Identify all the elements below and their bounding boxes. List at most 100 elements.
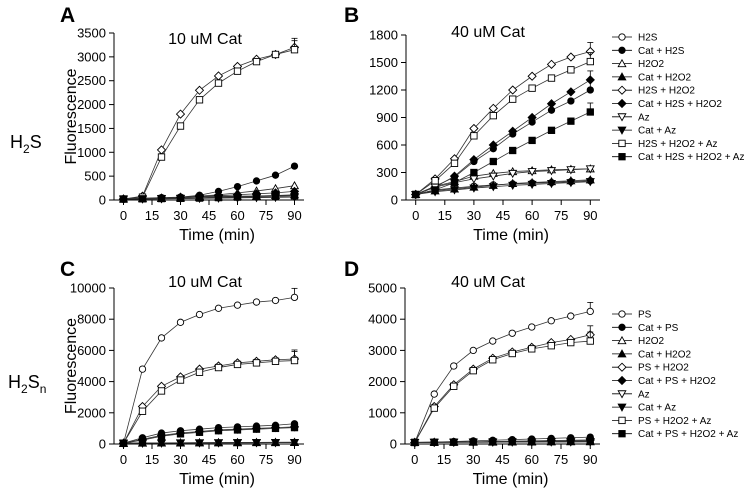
legend-label: Cat + H2O2	[638, 72, 692, 83]
data-point	[233, 360, 242, 369]
x-tick-label: 15	[437, 452, 451, 467]
series-ps-h2o2	[410, 325, 595, 448]
data-point	[431, 177, 439, 185]
data-point	[138, 436, 147, 444]
series-line	[415, 79, 591, 195]
data-point	[586, 437, 594, 445]
y-tick-label: 1800	[369, 28, 398, 43]
data-point	[431, 186, 439, 194]
series-h2s-h2o2	[118, 37, 300, 204]
y-tick-label: 1500	[369, 55, 398, 70]
series-line	[123, 49, 295, 200]
data-point	[508, 181, 518, 191]
data-point	[527, 71, 537, 81]
panel-letter: C	[60, 258, 75, 281]
legend-marker	[617, 113, 627, 122]
legend-marker	[617, 98, 627, 109]
data-point	[469, 438, 477, 446]
legend-marker	[618, 153, 626, 161]
data-point	[233, 301, 242, 309]
series-line	[123, 46, 295, 200]
data-point	[469, 346, 477, 355]
legend-label: Cat + H2S	[638, 46, 685, 57]
legend-marker	[617, 58, 627, 68]
series-line	[123, 426, 295, 444]
data-point	[488, 183, 498, 192]
x-tick-label: 30	[173, 452, 187, 467]
data-point	[527, 112, 537, 123]
data-point	[508, 349, 516, 358]
data-point	[430, 404, 438, 412]
data-point	[290, 423, 299, 432]
series-cat-ps-h2o2-az	[119, 423, 299, 447]
row-label-top-tail: S	[30, 132, 42, 152]
data-point	[156, 439, 167, 448]
legend-label: Az	[638, 112, 650, 123]
x-tick-label: 45	[202, 452, 216, 467]
series-line	[415, 168, 591, 195]
legend-label: Cat + PS	[638, 323, 679, 334]
series-line	[123, 423, 295, 444]
series-ps-h2o2	[118, 349, 300, 448]
y-tick-label: 500	[84, 169, 106, 184]
data-point	[567, 117, 575, 125]
x-tick-label: 60	[230, 452, 244, 467]
data-point	[214, 193, 223, 202]
x-tick-label: 75	[554, 208, 568, 223]
x-tick-label: 0	[120, 208, 127, 223]
series-line	[414, 440, 591, 443]
legend-marker	[617, 375, 627, 386]
data-point	[232, 439, 243, 448]
data-point	[450, 382, 458, 390]
x-tick-label: 30	[173, 208, 187, 223]
y-tick-label: 3000	[368, 343, 397, 358]
x-tick-label: 60	[525, 452, 539, 467]
data-point	[412, 190, 420, 199]
data-point	[547, 317, 555, 325]
data-point	[194, 439, 205, 448]
data-point	[528, 345, 536, 353]
data-point	[508, 329, 516, 337]
y-tick-label: 0	[99, 193, 106, 208]
x-tick-label: 60	[525, 208, 539, 223]
data-point	[508, 85, 518, 95]
data-point	[176, 194, 185, 202]
legend-label: Cat + PS + H2O2 + Az	[638, 429, 738, 440]
series-line	[415, 179, 591, 195]
y-tick-label: 6000	[77, 343, 106, 358]
data-point	[567, 97, 575, 105]
data-point	[157, 194, 166, 203]
data-point	[290, 46, 299, 54]
y-tick-label: 4000	[77, 374, 106, 389]
data-point	[585, 165, 595, 174]
legend-marker	[618, 33, 626, 41]
series-line	[415, 61, 591, 195]
legend-label: Cat + H2S + H2O2 + Az	[638, 152, 744, 163]
data-point	[586, 108, 594, 116]
data-point	[195, 194, 204, 202]
data-point	[157, 432, 166, 440]
x-tick-label: 75	[259, 452, 273, 467]
legend-panel-b: H2S Cat + H2S H2O2 Cat + H2O2 H2S + H2O2 Cat …	[612, 33, 744, 163]
data-point	[489, 112, 497, 120]
legend-marker	[617, 72, 627, 81]
data-point	[213, 439, 224, 448]
legend-label: Cat + PS + H2O2	[638, 376, 716, 387]
data-point	[270, 439, 281, 448]
data-point	[175, 439, 186, 448]
row-label-bottom: H2Sn	[8, 372, 46, 396]
series-line	[123, 360, 295, 444]
data-point	[528, 323, 536, 331]
data-point	[489, 337, 497, 345]
series-ps-h2o2-az	[411, 331, 594, 447]
data-point	[290, 293, 299, 302]
panel-letter: A	[60, 4, 75, 27]
data-point	[450, 159, 459, 167]
series-line	[415, 51, 591, 195]
series-ps	[119, 287, 299, 447]
panel-title: 10 uM Cat	[168, 274, 242, 291]
data-point	[119, 439, 128, 447]
legend-marker	[618, 139, 626, 148]
y-tick-label: 5000	[368, 281, 397, 296]
